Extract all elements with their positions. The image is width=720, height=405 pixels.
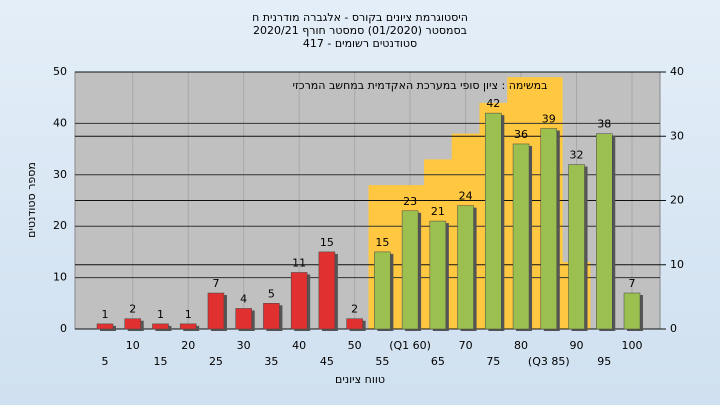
- bar: [540, 128, 558, 330]
- y-tick-label: 0: [60, 322, 67, 335]
- data-label: 32: [570, 149, 584, 162]
- chart-title: היסטוגרמת ציונים בקורס - אלגברה מודרנית …: [252, 11, 468, 24]
- x-tick-label: 80: [514, 339, 528, 352]
- bar: [235, 308, 252, 330]
- bar: [318, 251, 336, 330]
- bar: [290, 272, 308, 330]
- x-tick-label: 30: [237, 339, 251, 352]
- x-tick-label: 50: [348, 339, 362, 352]
- x-tick-label: 70: [459, 339, 473, 352]
- x-tick-label: 55: [375, 355, 389, 368]
- bar: [152, 323, 169, 330]
- bar: [457, 205, 474, 330]
- data-label: 2: [129, 303, 136, 316]
- bar: [179, 323, 197, 330]
- x-tick-label: (Q1 60): [389, 339, 431, 352]
- data-label: 1: [102, 308, 109, 321]
- data-label: 7: [629, 277, 636, 290]
- bar: [346, 318, 363, 330]
- x-tick-label: 15: [153, 355, 167, 368]
- annotation: במשימה : ציון סופי במערכת האקדמית במחשב …: [293, 79, 548, 92]
- x-axis-label: טווח ציונים: [335, 373, 385, 386]
- data-label: 15: [375, 236, 389, 249]
- bar: [568, 164, 585, 330]
- bar: [485, 112, 502, 330]
- data-label: 7: [212, 277, 219, 290]
- y-tick-label: 10: [53, 271, 67, 284]
- bar: [623, 292, 641, 330]
- chart-subtitle: בסמסטר (01/2020) סמסטר חורף 2020/21: [253, 24, 467, 37]
- bar: [263, 303, 280, 330]
- area: [368, 77, 591, 329]
- bar: [124, 318, 141, 330]
- x-tick-label: 90: [570, 339, 584, 352]
- chart-subtitle: סטודנטים רשומים - 417: [303, 37, 417, 50]
- data-label: 39: [542, 113, 556, 126]
- x-tick-label: 40: [292, 339, 306, 352]
- y2-tick-label: 0: [670, 322, 677, 335]
- bar: [512, 143, 530, 330]
- y-tick-label: 50: [53, 65, 67, 78]
- y-axis-label: מספר סטודנטים: [25, 162, 38, 238]
- data-label: 21: [431, 205, 445, 218]
- data-label: 15: [320, 236, 334, 249]
- data-label: 4: [240, 292, 247, 305]
- x-tick-label: (Q3 85): [528, 355, 570, 368]
- bar: [96, 323, 114, 330]
- x-tick-label: 65: [431, 355, 445, 368]
- bar: [429, 220, 447, 330]
- bar: [401, 210, 419, 330]
- data-label: 11: [292, 256, 306, 269]
- bar: [374, 251, 391, 330]
- data-label: 1: [157, 308, 164, 321]
- bar: [596, 133, 613, 330]
- x-tick-label: 100: [622, 339, 643, 352]
- x-tick-label: 10: [126, 339, 140, 352]
- x-tick-label: 35: [264, 355, 278, 368]
- x-tick-label: 5: [102, 355, 109, 368]
- y2-tick-label: 30: [670, 129, 684, 142]
- data-label: 2: [351, 303, 358, 316]
- y-tick-label: 30: [53, 168, 67, 181]
- data-label: 23: [403, 195, 417, 208]
- x-tick-label: 45: [320, 355, 334, 368]
- x-tick-label: 75: [486, 355, 500, 368]
- y2-tick-label: 20: [670, 194, 684, 207]
- data-label: 5: [268, 287, 275, 300]
- bar: [207, 292, 225, 330]
- data-label: 1: [185, 308, 192, 321]
- x-tick-label: 95: [597, 355, 611, 368]
- data-label: 38: [597, 118, 611, 131]
- x-tick-label: 20: [181, 339, 195, 352]
- y-tick-label: 40: [53, 116, 67, 129]
- y2-tick-label: 40: [670, 65, 684, 78]
- data-label: 24: [459, 190, 473, 203]
- y-tick-label: 20: [53, 219, 67, 232]
- data-label: 36: [514, 128, 528, 141]
- data-label: 42: [486, 97, 500, 110]
- y2-tick-label: 10: [670, 258, 684, 271]
- x-tick-label: 25: [209, 355, 223, 368]
